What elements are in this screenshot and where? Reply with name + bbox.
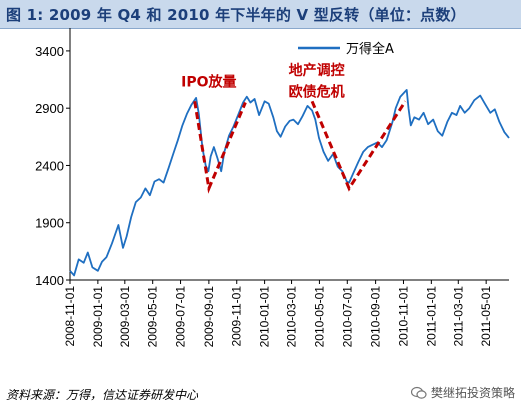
wechat-icon	[410, 386, 427, 399]
source-note: 资料来源：万得，信达证券研发中心	[6, 388, 199, 402]
annotation-label: IPO放量	[181, 73, 236, 90]
x-tick-label: 2011-05-01	[479, 286, 493, 347]
x-tick-label: 2010-09-01	[369, 286, 383, 348]
x-tick-label: 2010-03-01	[285, 286, 299, 348]
figure-title-bar: 图 1: 2009 年 Q4 和 2010 年下半年的 V 型反转（单位：点数）	[0, 0, 521, 29]
figure-title: 图 1: 2009 年 Q4 和 2010 年下半年的 V 型反转（单位：点数）	[6, 6, 466, 24]
x-tick-label: 2010-11-01	[396, 286, 410, 347]
v-reversal-line	[310, 100, 407, 192]
series-line	[69, 89, 510, 277]
v-reversal-line	[193, 101, 247, 194]
x-tick-label: 2009-09-01	[202, 286, 216, 348]
y-tick-label: 2400	[35, 158, 64, 173]
line-chart: 1400 1900 2400 2900 3400 2008-11-01 2009-01-01…	[35, 28, 510, 348]
y-tick-label: 1400	[35, 273, 64, 288]
legend-label: 万得全A	[346, 41, 394, 57]
x-tick-label: 2009-03-01	[118, 286, 132, 348]
watermark-text: 樊继拓投资策略	[430, 386, 515, 400]
x-tick-label: 2009-01-01	[91, 286, 105, 348]
x-tick-label: 2010-07-01	[340, 286, 354, 348]
watermark: 樊继拓投资策略	[410, 384, 515, 401]
x-tick-label: 2009-11-01	[230, 286, 244, 347]
y-tick-label: 2900	[35, 101, 64, 116]
x-tick-label: 2009-05-01	[146, 286, 160, 348]
x-tick-label: 2008-11-01	[63, 286, 77, 347]
x-tick-label: 2009-07-01	[174, 286, 188, 348]
x-tick-label: 2011-01-01	[424, 286, 438, 347]
y-tick-label: 3400	[35, 44, 64, 59]
annotation-label: 地产调控	[289, 62, 345, 79]
x-tick-label: 2010-01-01	[258, 286, 272, 348]
annotation-label: 欧债危机	[289, 84, 345, 101]
x-tick-label: 2011-03-01	[451, 286, 465, 347]
y-tick-label: 1900	[35, 216, 64, 231]
x-tick-label: 2010-05-01	[312, 286, 326, 348]
